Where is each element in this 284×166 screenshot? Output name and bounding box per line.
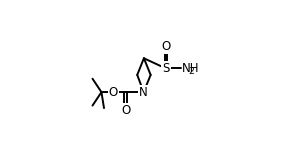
Text: N: N [139, 86, 148, 99]
Text: O: O [161, 40, 171, 53]
Text: S: S [162, 62, 170, 75]
Text: 2: 2 [188, 67, 194, 76]
Text: O: O [121, 104, 130, 117]
Text: NH: NH [181, 62, 199, 75]
Text: O: O [109, 86, 118, 99]
